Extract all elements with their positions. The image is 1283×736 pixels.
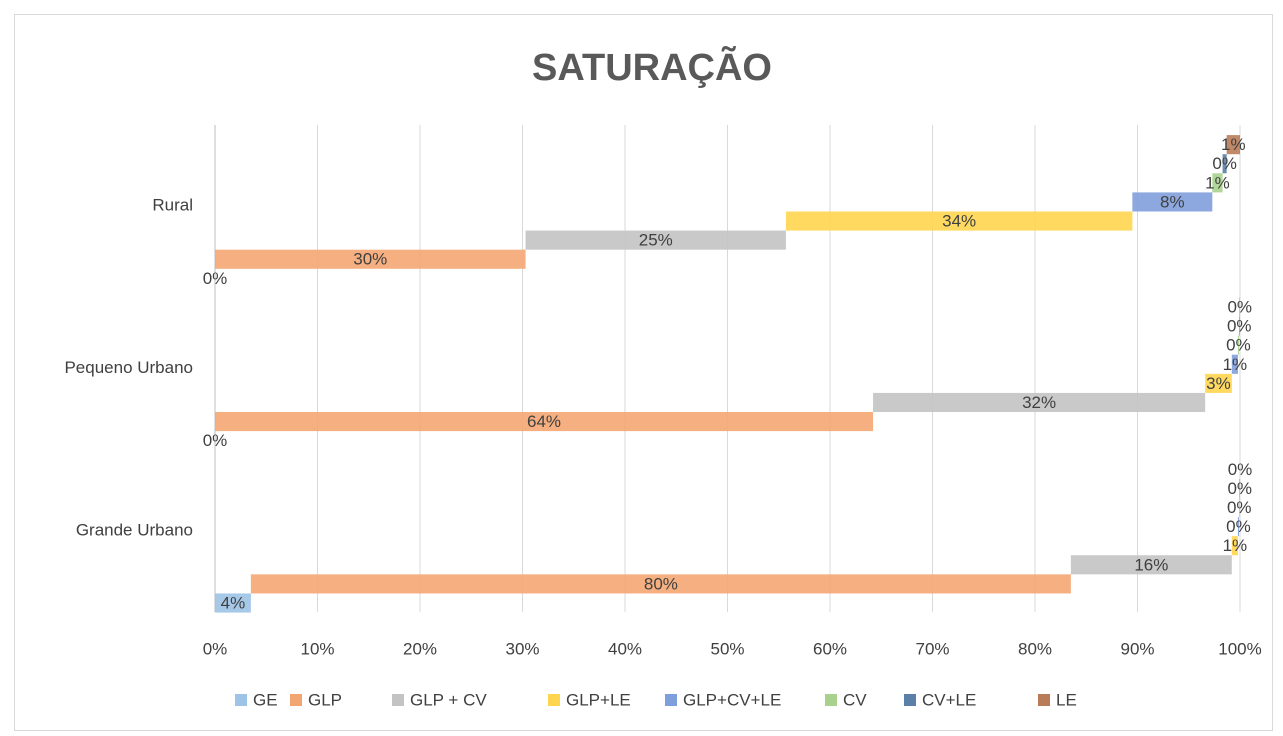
bar [250,574,1071,594]
bar [1132,192,1213,212]
data-label: 0% [1212,154,1237,173]
data-label: 0% [203,431,228,450]
data-label: 1% [1223,536,1248,555]
chart-border [14,14,1273,731]
chart-title: SATURAÇÃO [532,45,772,89]
y-tick-label: Grande Urbano [76,520,193,539]
legend-swatch [548,694,560,706]
bar [1239,297,1240,317]
x-tick-label: 90% [1120,639,1154,658]
legend-label: GLP+CV+LE [683,690,781,709]
bar [1222,154,1227,174]
data-label: 34% [942,212,976,231]
x-tick-label: 80% [1018,639,1052,658]
legend-swatch [392,694,404,706]
x-tick-label: 70% [915,639,949,658]
x-tick-label: 0% [203,639,228,658]
y-tick-label: Rural [152,196,193,215]
legend-swatch [665,694,677,706]
data-label: 1% [1205,173,1230,192]
bar [215,593,251,613]
legend-label: GE [253,690,278,709]
data-label: 3% [1206,374,1231,393]
data-label: 64% [527,412,561,431]
legend-label: LE [1056,690,1077,709]
y-tick-label: Pequeno Urbano [64,358,193,377]
data-label: 0% [1227,498,1252,517]
data-label: 0% [1227,479,1252,498]
legend-swatch [1038,694,1050,706]
bar [1226,135,1240,155]
bar [873,392,1206,413]
bar [1239,478,1240,498]
x-tick-label: 30% [505,639,539,658]
x-tick-label: 60% [813,639,847,658]
data-label: 0% [1226,517,1251,536]
bar [1231,354,1238,374]
data-label: 0% [1227,297,1252,316]
legend-label: CV [843,690,867,709]
legend-label: GLP [308,690,342,709]
bar [1238,316,1240,336]
bar [1212,173,1223,193]
data-label: 25% [639,231,673,250]
x-tick-label: 20% [403,639,437,658]
data-label: 0% [203,269,228,288]
bar [1231,536,1238,556]
legend-label: GLP+LE [566,690,631,709]
legend-label: GLP + CV [410,690,487,709]
bar [1070,555,1232,575]
legend-swatch [904,694,916,706]
data-label: 1% [1223,355,1248,374]
data-label: 0% [1227,317,1252,336]
bar [215,412,874,432]
bar [1205,373,1232,393]
data-label: 1% [1221,135,1246,154]
data-label: 80% [644,574,678,593]
data-label: 32% [1022,393,1056,412]
bar [1238,497,1240,518]
bar [215,249,526,269]
legend-swatch [290,694,302,706]
bar [1237,335,1239,355]
x-tick-label: 50% [710,639,744,658]
data-label: 4% [221,593,246,612]
bar [525,230,786,250]
x-tick-label: 40% [608,639,642,658]
data-label: 8% [1160,192,1185,211]
data-label: 16% [1134,555,1168,574]
x-tick-label: 10% [300,639,334,658]
legend-swatch [825,694,837,706]
bar [785,211,1133,231]
x-tick-label: 100% [1218,639,1261,658]
data-label: 30% [353,250,387,269]
legend-swatch [235,694,247,706]
data-label: 0% [1228,460,1253,479]
legend-label: CV+LE [922,690,976,709]
bar [1237,517,1239,537]
data-label: 0% [1226,336,1251,355]
